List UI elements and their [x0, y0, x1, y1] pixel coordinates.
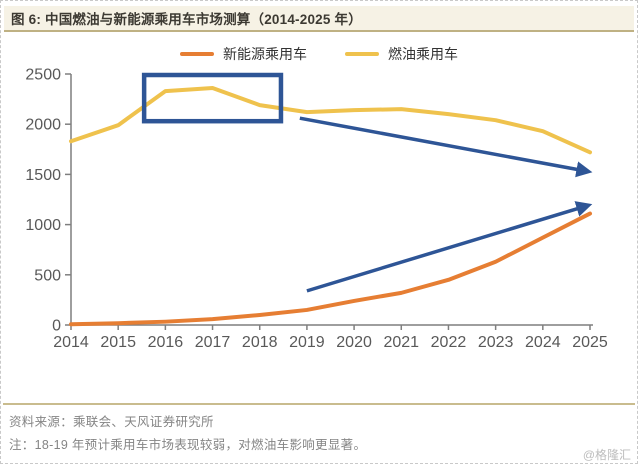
x-tick-label: 2022: [431, 334, 467, 351]
x-tick-label: 2018: [242, 334, 278, 351]
y-tick-label: 500: [34, 267, 61, 284]
source-text: 资料来源：乘联会、天风证券研究所: [9, 415, 214, 429]
note-text: 注：18-19 年预计乘用车市场表现较弱，对燃油车影响更显著。: [9, 438, 367, 452]
y-tick-label: 1500: [25, 167, 61, 184]
x-tick-label: 2021: [383, 334, 419, 351]
fuel-line-swatch: [345, 52, 379, 56]
x-tick-label: 2024: [525, 334, 561, 351]
y-tick-label: 2000: [25, 117, 61, 134]
highlight-box: [141, 72, 284, 124]
nev-growth-arrow: [306, 201, 593, 293]
y-tick-label: 1000: [25, 217, 61, 234]
x-tick-label: 2023: [478, 334, 514, 351]
x-tick-label: 2020: [336, 334, 372, 351]
y-tick-label: 0: [52, 318, 61, 335]
y-tick-label: 2500: [25, 67, 61, 84]
nev-line-swatch: [180, 52, 214, 56]
x-tick-label: 2015: [100, 334, 136, 351]
nev-series-line: [69, 211, 592, 327]
x-tick-label: 2016: [148, 334, 184, 351]
footer-divider: [3, 403, 635, 405]
fuel-decline-arrow: [299, 116, 593, 178]
chart-legend: 新能源乘用车 燃油乘用车: [1, 45, 637, 63]
legend-item-fuel: 燃油乘用车: [345, 44, 458, 64]
x-tick-label: 2014: [53, 334, 89, 351]
x-tick-label: 2019: [289, 334, 325, 351]
legend-item-nev: 新能源乘用车: [180, 44, 307, 64]
legend-label-nev: 新能源乘用车: [223, 46, 307, 62]
x-tick-label: 2025: [572, 334, 608, 351]
legend-label-fuel: 燃油乘用车: [388, 46, 458, 62]
x-tick-label: 2017: [195, 334, 231, 351]
line-chart: 0 500 1000 1500 2000 2500 2014 2015 2016 2017 2018…: [25, 67, 608, 352]
fuel-series-line: [69, 86, 592, 155]
figure-title: 图 6: 中国燃油与新能源乘用车市场测算（2014-2025 年）: [4, 6, 634, 32]
watermark-text: @格隆汇: [582, 448, 631, 462]
